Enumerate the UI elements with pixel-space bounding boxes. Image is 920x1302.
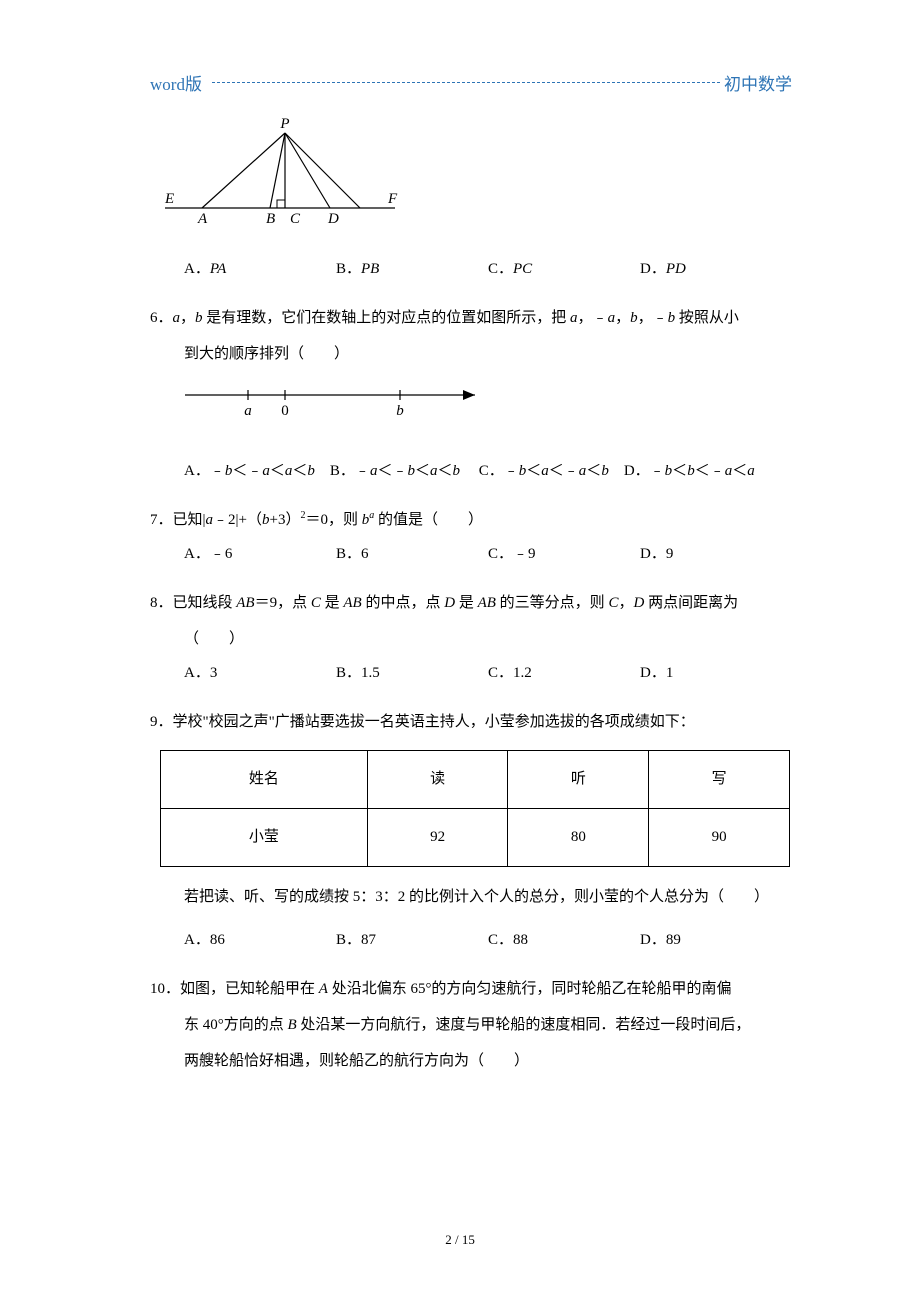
q5-options: A．PA B．PB C．PC D．PD xyxy=(184,253,792,286)
q8-opt-A: A．3 xyxy=(184,657,336,690)
page-sep: / xyxy=(452,1232,462,1247)
q6-opt-A: A．﹣b＜﹣a＜a＜b xyxy=(184,463,315,479)
td-read: 92 xyxy=(367,809,508,867)
td-write: 90 xyxy=(649,809,790,867)
q9: 9．学校"校园之声"广播站要选拔一名英语主持人，小莹参加选拔的各项成绩如下： 姓… xyxy=(150,704,792,957)
q9-table: 姓名 读 听 写 小莹 92 80 90 xyxy=(160,750,790,867)
q8-opt-D: D．1 xyxy=(640,657,792,690)
td-listen: 80 xyxy=(508,809,649,867)
label-P: P xyxy=(279,118,289,132)
q7-options: A．﹣6 B．6 C．﹣9 D．9 xyxy=(184,538,792,571)
label-F: F xyxy=(387,191,398,207)
q6-opt-B: B．﹣a＜﹣b＜a＜b xyxy=(330,463,460,479)
q6: 6．a，b 是有理数，它们在数轴上的对应点的位置如图所示，把 a，﹣a，b，﹣b… xyxy=(150,300,792,488)
page-content: P E A B C D F A．PA B．PB C．PC D．PD 6．a，b … xyxy=(150,110,792,1085)
q9-after-table: 若把读、听、写的成绩按 5：3：2 的比例计入个人的总分，则小莹的个人总分为（ … xyxy=(150,881,792,914)
header-divider xyxy=(212,82,720,83)
header-left: word版 xyxy=(150,70,202,95)
q9-opt-C: C．88 xyxy=(488,924,640,957)
th-read: 读 xyxy=(367,751,508,809)
q9-opt-D: D．89 xyxy=(640,924,792,957)
figure-q5: P E A B C D F xyxy=(160,118,792,241)
svg-text:0: 0 xyxy=(281,403,289,419)
svg-text:a: a xyxy=(244,403,252,419)
q6-number-line: a 0 b xyxy=(180,380,792,433)
label-B: B xyxy=(266,211,275,227)
page-total: 15 xyxy=(462,1232,475,1247)
q5-opt-C: C．PC xyxy=(488,253,640,286)
q6-options: A．﹣b＜﹣a＜a＜b B．﹣a＜﹣b＜a＜b C．﹣b＜a＜﹣a＜b D．﹣b… xyxy=(184,455,792,488)
q8-opt-B: B．1.5 xyxy=(336,657,488,690)
page-footer: 2 / 15 xyxy=(0,1232,920,1248)
q9-text: 9．学校"校园之声"广播站要选拔一名英语主持人，小莹参加选拔的各项成绩如下： xyxy=(150,704,792,740)
q5-opt-B: B．PB xyxy=(336,253,488,286)
q8: 8．已知线段 AB＝9，点 C 是 AB 的中点，点 D 是 AB 的三等分点，… xyxy=(150,585,792,690)
label-A: A xyxy=(197,211,208,227)
table-row: 姓名 读 听 写 xyxy=(161,751,790,809)
svg-text:b: b xyxy=(396,403,404,419)
header-right: 初中数学 xyxy=(724,70,792,95)
table-row: 小莹 92 80 90 xyxy=(161,809,790,867)
q8-options: A．3 B．1.5 C．1.2 D．1 xyxy=(184,657,792,690)
label-E: E xyxy=(164,191,174,207)
q6-opt-C: C．﹣b＜a＜﹣a＜b xyxy=(479,463,609,479)
q9-opt-A: A．86 xyxy=(184,924,336,957)
th-name: 姓名 xyxy=(161,751,368,809)
q7-opt-A: A．﹣6 xyxy=(184,538,336,571)
q5-opt-A: A．PA xyxy=(184,253,336,286)
q7-opt-D: D．9 xyxy=(640,538,792,571)
q7: 7．已知|a﹣2|+（b+3）2＝0，则 ba 的值是（ ） A．﹣6 B．6 … xyxy=(150,502,792,571)
q10: 10．如图，已知轮船甲在 A 处沿北偏东 65°的方向匀速航行，同时轮船乙在轮船… xyxy=(150,971,792,1079)
q7-opt-C: C．﹣9 xyxy=(488,538,640,571)
th-write: 写 xyxy=(649,751,790,809)
th-listen: 听 xyxy=(508,751,649,809)
q7-opt-B: B．6 xyxy=(336,538,488,571)
q8-opt-C: C．1.2 xyxy=(488,657,640,690)
td-name: 小莹 xyxy=(161,809,368,867)
label-D: D xyxy=(327,211,339,227)
label-C: C xyxy=(290,211,301,227)
q9-opt-B: B．87 xyxy=(336,924,488,957)
q6-opt-D: D．﹣b＜b＜﹣a＜a xyxy=(624,463,755,479)
q9-options: A．86 B．87 C．88 D．89 xyxy=(184,924,792,957)
q5-opt-D: D．PD xyxy=(640,253,792,286)
